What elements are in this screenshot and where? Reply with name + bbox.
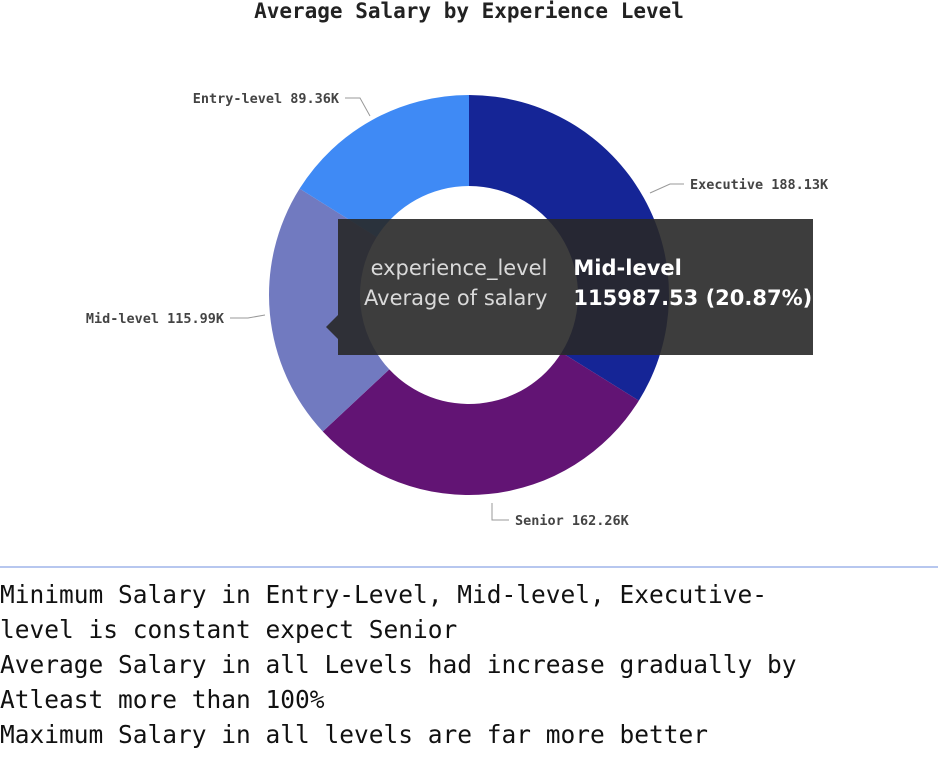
slice-label: Executive 188.13K bbox=[690, 177, 829, 193]
leader-line bbox=[491, 503, 509, 521]
section-divider bbox=[0, 566, 938, 568]
slice-entry-level[interactable] bbox=[299, 95, 469, 238]
note-line: level is constant expect Senior bbox=[0, 615, 458, 644]
notes-text: Minimum Salary in Entry-Level, Mid-level… bbox=[0, 577, 938, 752]
slice-label: Entry-level 89.36K bbox=[193, 91, 340, 107]
slice-label: Mid-level 115.99K bbox=[86, 311, 225, 327]
note-line: Maximum Salary in all levels are far mor… bbox=[0, 720, 709, 749]
note-line: Average Salary in all Levels had increas… bbox=[0, 650, 797, 679]
leader-line bbox=[649, 183, 684, 194]
tooltip-table: experience_level Mid-level Average of sa… bbox=[364, 253, 812, 313]
tooltip-value: 115987.53 (20.87%) bbox=[573, 286, 813, 310]
tooltip-row: experience_level Mid-level bbox=[364, 253, 812, 283]
slice-senior[interactable] bbox=[322, 352, 639, 495]
chart-title: Average Salary by Experience Level bbox=[254, 0, 684, 23]
note-line: Atleast more than 100% bbox=[0, 685, 325, 714]
tooltip-key: experience_level bbox=[370, 256, 548, 280]
leader-line bbox=[345, 97, 371, 117]
slice-label: Senior 162.26K bbox=[515, 513, 630, 529]
chart-area: Average Salary by Experience Level Execu… bbox=[86, 0, 829, 529]
tooltip-arrow bbox=[326, 315, 338, 339]
labels-group: Executive 188.13K Senior 162.26K Mid-level… bbox=[86, 91, 829, 529]
tooltip-row: Average of salary 115987.53 (20.87%) bbox=[364, 283, 812, 313]
tooltip: experience_level Mid-level Average of sa… bbox=[326, 219, 813, 355]
tooltip-value: Mid-level bbox=[573, 256, 682, 280]
leader-line bbox=[230, 314, 266, 319]
note-line: Minimum Salary in Entry-Level, Mid-level… bbox=[0, 580, 768, 609]
tooltip-key: Average of salary bbox=[364, 286, 548, 310]
